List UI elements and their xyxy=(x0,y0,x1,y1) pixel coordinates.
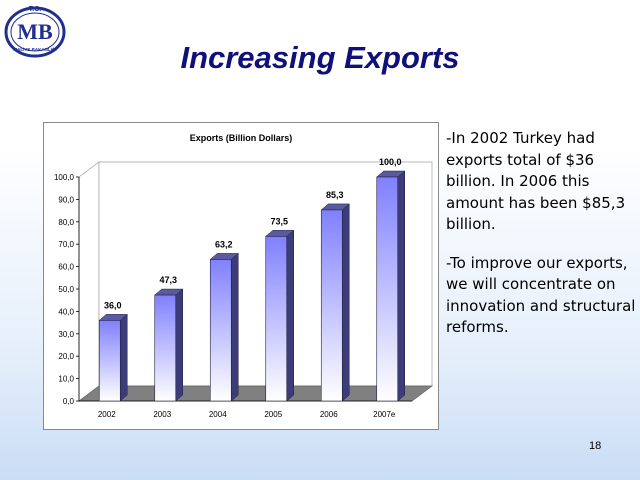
exports-bar-chart: Exports (Billion Dollars) 0,0 10,0 20,0 30,… xyxy=(54,133,434,419)
y-tick-label: 70,0 xyxy=(58,240,74,249)
y-tick-label: 80,0 xyxy=(58,218,74,227)
bar-side xyxy=(175,288,183,402)
bar xyxy=(376,176,399,402)
paragraph-1: -In 2002 Turkey had exports total of $36… xyxy=(446,129,626,233)
y-tick-label: 50,0 xyxy=(58,285,74,294)
x-tick-label: 2006 xyxy=(320,410,338,419)
bar xyxy=(320,209,343,402)
y-tick-label: 30,0 xyxy=(58,330,74,339)
page-number: 18 xyxy=(589,440,602,452)
x-tick-label: 2002 xyxy=(98,410,116,419)
logo: T.C. MB MALİYE BAKANLIĞI xyxy=(4,6,66,58)
bar-side xyxy=(286,229,294,402)
bar xyxy=(154,294,177,402)
paragraph-2: -To improve our exports, we will concent… xyxy=(446,253,636,337)
y-tick-label: 0,0 xyxy=(63,397,75,406)
x-tick-label: 2003 xyxy=(153,410,171,419)
bar-side xyxy=(231,252,239,402)
logo-ring xyxy=(4,6,66,58)
y-tick-label: 20,0 xyxy=(58,352,74,361)
data-label: 85,3 xyxy=(326,190,344,200)
logo-top-text: T.C. xyxy=(29,6,42,13)
logo-letters: MB xyxy=(17,19,53,44)
y-tick-label: 100,0 xyxy=(54,173,75,182)
slide-title: Increasing Exports xyxy=(180,40,460,75)
bar xyxy=(98,320,121,402)
chart-side-wall xyxy=(78,161,100,402)
bar xyxy=(265,236,288,402)
data-label: 63,2 xyxy=(215,239,233,249)
data-label: 73,5 xyxy=(270,216,288,226)
chart-title: Exports (Billion Dollars) xyxy=(190,133,293,143)
y-tick-label: 10,0 xyxy=(58,375,74,384)
data-label: 47,3 xyxy=(159,275,177,285)
bar xyxy=(209,259,232,402)
bar-side xyxy=(397,170,405,402)
x-tick-label: 2004 xyxy=(209,410,227,419)
data-label: 36,0 xyxy=(104,300,122,310)
bar-side xyxy=(120,313,128,402)
logo-inner-ring xyxy=(10,12,60,52)
chart-container: Exports (Billion Dollars) 0,0 10,0 20,0 30,… xyxy=(43,122,439,430)
y-tick-label: 40,0 xyxy=(58,307,74,316)
x-tick-label: 2007e xyxy=(373,410,396,419)
x-tick-label: 2005 xyxy=(264,410,282,419)
y-tick-label: 60,0 xyxy=(58,263,74,272)
bar-side xyxy=(342,203,350,402)
data-label: 100,0 xyxy=(379,157,402,167)
logo-ring-text: MALİYE BAKANLIĞI xyxy=(13,45,56,52)
y-tick-label: 90,0 xyxy=(58,195,74,204)
slide-text: -In 2002 Turkey had exports total of $36… xyxy=(446,128,636,356)
